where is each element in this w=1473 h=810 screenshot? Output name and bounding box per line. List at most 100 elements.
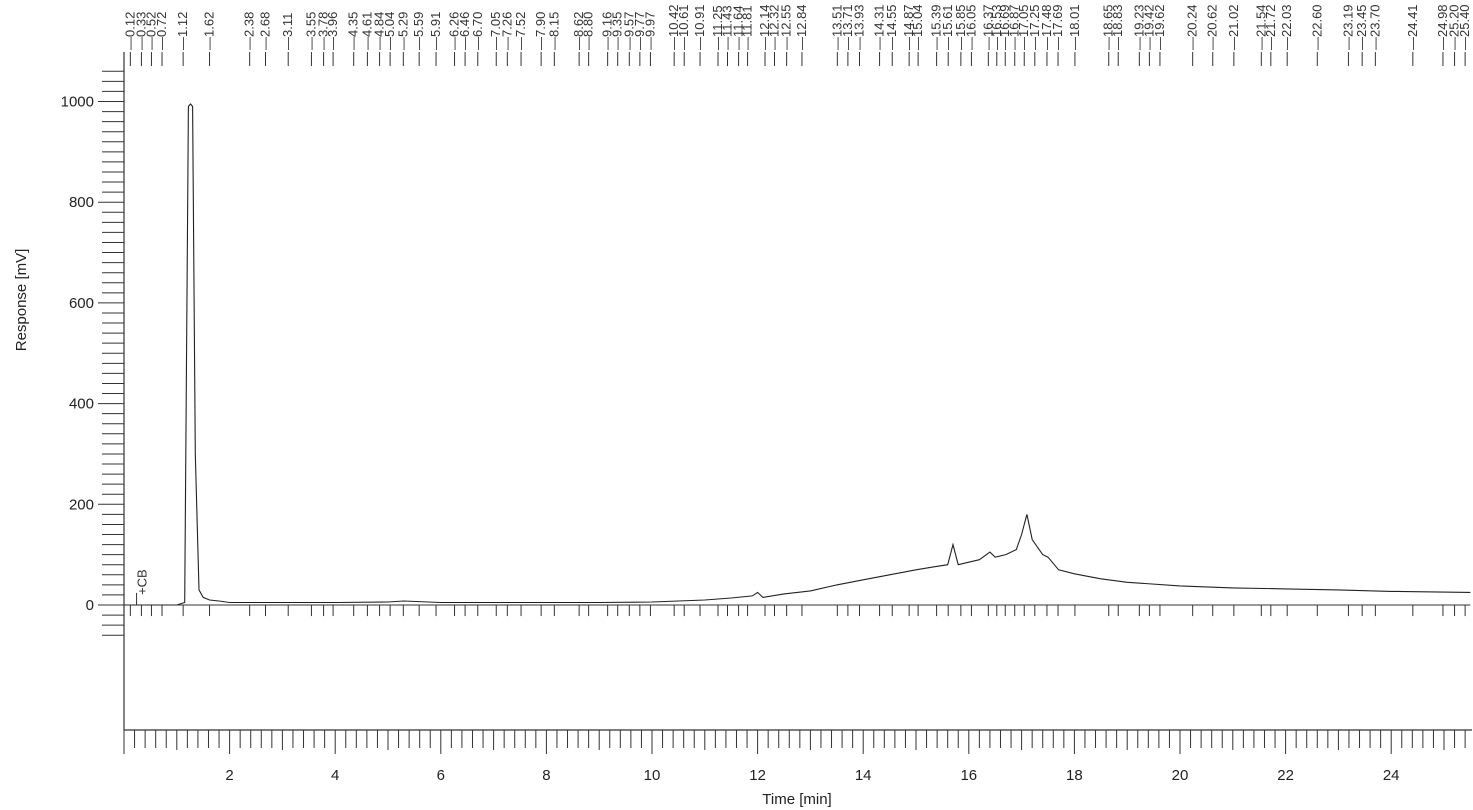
peak-label: —3.78 xyxy=(316,12,331,50)
peak-label: —2.68 xyxy=(258,12,273,50)
peak-label: —8.80 xyxy=(581,12,596,50)
peak-label: —25.40 xyxy=(1457,4,1472,50)
peak-label: —7.52 xyxy=(513,12,528,50)
peak-label: —9.77 xyxy=(632,12,647,50)
peak-label: —14.31 xyxy=(872,4,887,50)
peak-label: —19.23 xyxy=(1131,4,1146,50)
peak-label: —24.41 xyxy=(1405,4,1420,50)
peak-label: —13.93 xyxy=(852,4,867,50)
peak-label: —17.25 xyxy=(1027,4,1042,50)
peak-label: —22.03 xyxy=(1279,4,1294,50)
x-tick-label: 22 xyxy=(1277,767,1294,784)
x-axis-label: Time [min] xyxy=(762,791,831,808)
peak-label: —0.12 xyxy=(122,12,137,50)
peak-label: —20.62 xyxy=(1205,4,1220,50)
peak-label: —11.81 xyxy=(740,5,755,50)
x-tick-label: 2 xyxy=(225,767,233,784)
peak-label: —12.32 xyxy=(766,4,781,50)
peak-label: —10.61 xyxy=(676,4,691,50)
peak-label: —0.52 xyxy=(143,12,158,50)
y-tick-label: 400 xyxy=(69,396,94,413)
peak-label: —6.70 xyxy=(470,12,485,50)
y-tick-label: 200 xyxy=(69,496,94,513)
peak-label: —9.16 xyxy=(600,12,615,50)
x-tick-label: 16 xyxy=(960,767,977,784)
x-tick-label: 6 xyxy=(437,767,445,784)
peak-label: —23.19 xyxy=(1340,4,1355,50)
peak-label: —15.61 xyxy=(940,4,955,50)
peak-label: —6.26 xyxy=(447,12,462,50)
peak-label: —3.55 xyxy=(303,12,318,50)
peak-label: —14.87 xyxy=(901,4,916,50)
x-tick-label: 20 xyxy=(1172,767,1189,784)
peak-label: —0.33 xyxy=(133,12,148,50)
peak-label: —7.26 xyxy=(499,12,514,50)
y-tick-label: 1000 xyxy=(61,94,94,111)
peak-label: —7.90 xyxy=(533,12,548,50)
peak-label: —16.37 xyxy=(980,4,995,50)
peak-label: —13.71 xyxy=(840,4,855,50)
peak-label: —24.98 xyxy=(1435,4,1450,50)
peak-label: —10.42 xyxy=(666,4,681,50)
peak-label: —7.05 xyxy=(488,12,503,50)
peak-label: —16.69 xyxy=(997,4,1012,50)
peak-label: —17.69 xyxy=(1050,4,1065,50)
peak-label: —21.72 xyxy=(1263,4,1278,50)
peak-label: —22.60 xyxy=(1309,4,1324,50)
peak-label: —11.25 xyxy=(710,5,725,50)
y-tick-label: 600 xyxy=(69,295,94,312)
peak-label: —17.05 xyxy=(1016,4,1031,50)
peak-label: —16.53 xyxy=(989,4,1004,50)
plot-area: +CB xyxy=(124,103,1471,606)
peak-drop-lines xyxy=(129,605,1466,617)
peak-label: —3.11 xyxy=(280,13,295,50)
peak-label: —9.57 xyxy=(621,12,636,50)
x-tick-label: 18 xyxy=(1066,767,1083,784)
peak-label: —9.35 xyxy=(610,12,625,50)
peak-label: —18.65 xyxy=(1101,4,1116,50)
peak-label: —20.24 xyxy=(1185,4,1200,50)
peak-label: —5.59 xyxy=(411,12,426,50)
peak-label: —1.62 xyxy=(202,12,217,50)
y-tick-label: 0 xyxy=(86,597,94,614)
peak-label: —21.54 xyxy=(1253,4,1268,50)
peak-label: —15.04 xyxy=(910,4,925,50)
x-tick-label: 10 xyxy=(644,767,661,784)
peak-label: —6.46 xyxy=(457,12,472,50)
y-axis: 0 200 400 600 800 1000 xyxy=(61,52,125,730)
peak-label: —3.96 xyxy=(325,12,340,50)
x-axis: 2 4 6 8 10 12 14 16 18 20 22 24 xyxy=(123,729,1472,784)
peak-label: —5.91 xyxy=(428,12,443,50)
peak-label: —4.61 xyxy=(359,12,374,50)
peak-label: —1.12 xyxy=(175,12,190,50)
peak-label: —5.04 xyxy=(382,12,397,50)
peak-label: —13.51 xyxy=(829,4,844,50)
peak-label: —9.97 xyxy=(642,12,657,50)
peak-label: —18.83 xyxy=(1110,4,1125,50)
peak-label: —15.85 xyxy=(953,4,968,50)
peak-label: —10.91 xyxy=(692,4,707,50)
y-axis-label: Response [mV] xyxy=(13,249,30,352)
peak-label: —12.84 xyxy=(794,4,809,50)
peak-label: —17.48 xyxy=(1039,4,1054,50)
x-tick-label: 12 xyxy=(749,767,766,784)
y-tick-label: 800 xyxy=(69,194,94,211)
peak-label: —16.87 xyxy=(1007,4,1022,50)
peak-label: —2.38 xyxy=(242,12,257,50)
x-tick-label: 4 xyxy=(331,767,339,784)
peak-label: —12.55 xyxy=(779,4,794,50)
peak-label: —19.42 xyxy=(1141,4,1156,50)
x-tick-label: 24 xyxy=(1383,767,1400,784)
peak-label: —15.39 xyxy=(929,4,944,50)
peak-label: —23.70 xyxy=(1367,4,1382,50)
peak-label: —18.01 xyxy=(1067,4,1082,50)
peak-label: —11.43 xyxy=(720,5,735,50)
peak-label: —5.29 xyxy=(395,12,410,50)
peak-label: —23.45 xyxy=(1354,4,1369,50)
peak-label: —12.14 xyxy=(757,4,772,50)
peak-label: —0.72 xyxy=(154,12,169,50)
peak-label: —16.05 xyxy=(963,4,978,50)
peak-label: —19.62 xyxy=(1152,4,1167,50)
peak-label: —8.62 xyxy=(571,12,586,50)
